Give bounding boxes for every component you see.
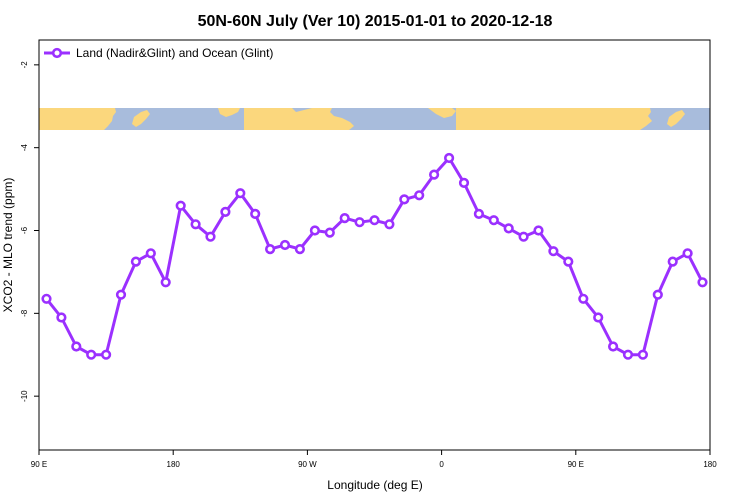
map-strip: [39, 108, 710, 130]
data-point: [444, 152, 455, 164]
plot-frame: [38, 39, 711, 451]
x-tick-label: 0: [439, 460, 444, 469]
y-tick-label: -4: [20, 144, 29, 152]
data-point: [503, 223, 514, 234]
chart-title: 50N-60N July (Ver 10) 2015-01-01 to 2020…: [198, 13, 553, 30]
data-point: [145, 248, 156, 259]
data-point: [652, 289, 663, 300]
y-tick-label: -10: [20, 390, 29, 402]
data-point: [697, 277, 708, 288]
legend-marker: [51, 47, 63, 59]
data-point: [622, 349, 634, 360]
y-axis: -2 -4 -6 -8 -10: [20, 61, 39, 402]
data-point: [86, 349, 97, 360]
data-point: [175, 200, 186, 211]
data-point: [607, 341, 619, 352]
data-point: [279, 239, 291, 251]
data-point: [488, 215, 499, 226]
legend: Land (Nadir&Glint) and Ocean (Glint): [44, 46, 273, 60]
data-point: [548, 246, 559, 257]
data-point: [160, 277, 171, 288]
data-point: [56, 312, 67, 323]
y-tick-label: -6: [20, 226, 29, 234]
data-point: [130, 256, 141, 267]
data-point: [667, 256, 678, 267]
series-line: [45, 156, 704, 357]
data-point: [41, 293, 52, 304]
x-tick-label: 90 W: [298, 460, 317, 469]
x-tick-label: 90 E: [31, 460, 47, 469]
data-point: [220, 206, 231, 217]
data-point: [339, 213, 350, 224]
data-point: [414, 190, 425, 201]
data-point: [71, 341, 82, 352]
data-point: [458, 177, 470, 188]
data-point: [190, 219, 201, 230]
data-point: [250, 208, 261, 219]
x-axis: 90 E 180 90 W 0 90 E 180: [31, 450, 717, 469]
data-point: [399, 194, 410, 205]
x-tick-label: 180: [167, 460, 181, 469]
x-tick-label: 90 E: [568, 460, 584, 469]
data-point: [429, 169, 440, 180]
y-tick-label: -2: [20, 61, 29, 69]
data-point: [354, 217, 365, 228]
data-point: [265, 244, 276, 255]
x-tick-label: 180: [703, 460, 717, 469]
series-layer: [41, 152, 708, 360]
y-axis-label: XCO2 - MLO trend (ppm): [1, 178, 15, 313]
y-tick-label: -8: [20, 309, 29, 317]
data-point: [369, 215, 380, 226]
data-point: [518, 231, 529, 242]
data-point: [324, 227, 335, 238]
data-point: [578, 293, 589, 304]
data-point: [384, 219, 395, 230]
data-point: [637, 349, 649, 360]
data-point: [473, 208, 485, 219]
x-axis-label: Longitude (deg E): [327, 478, 422, 492]
data-point: [205, 231, 216, 242]
data-point: [294, 244, 306, 255]
data-point: [235, 188, 246, 199]
legend-label: Land (Nadir&Glint) and Ocean (Glint): [76, 46, 273, 60]
data-point: [563, 256, 574, 267]
data-point: [100, 349, 112, 360]
data-point: [593, 312, 604, 323]
data-point: [309, 225, 321, 236]
data-point: [682, 248, 693, 259]
data-point: [533, 225, 544, 236]
data-point: [115, 289, 127, 300]
map-strip-land: [39, 108, 685, 130]
